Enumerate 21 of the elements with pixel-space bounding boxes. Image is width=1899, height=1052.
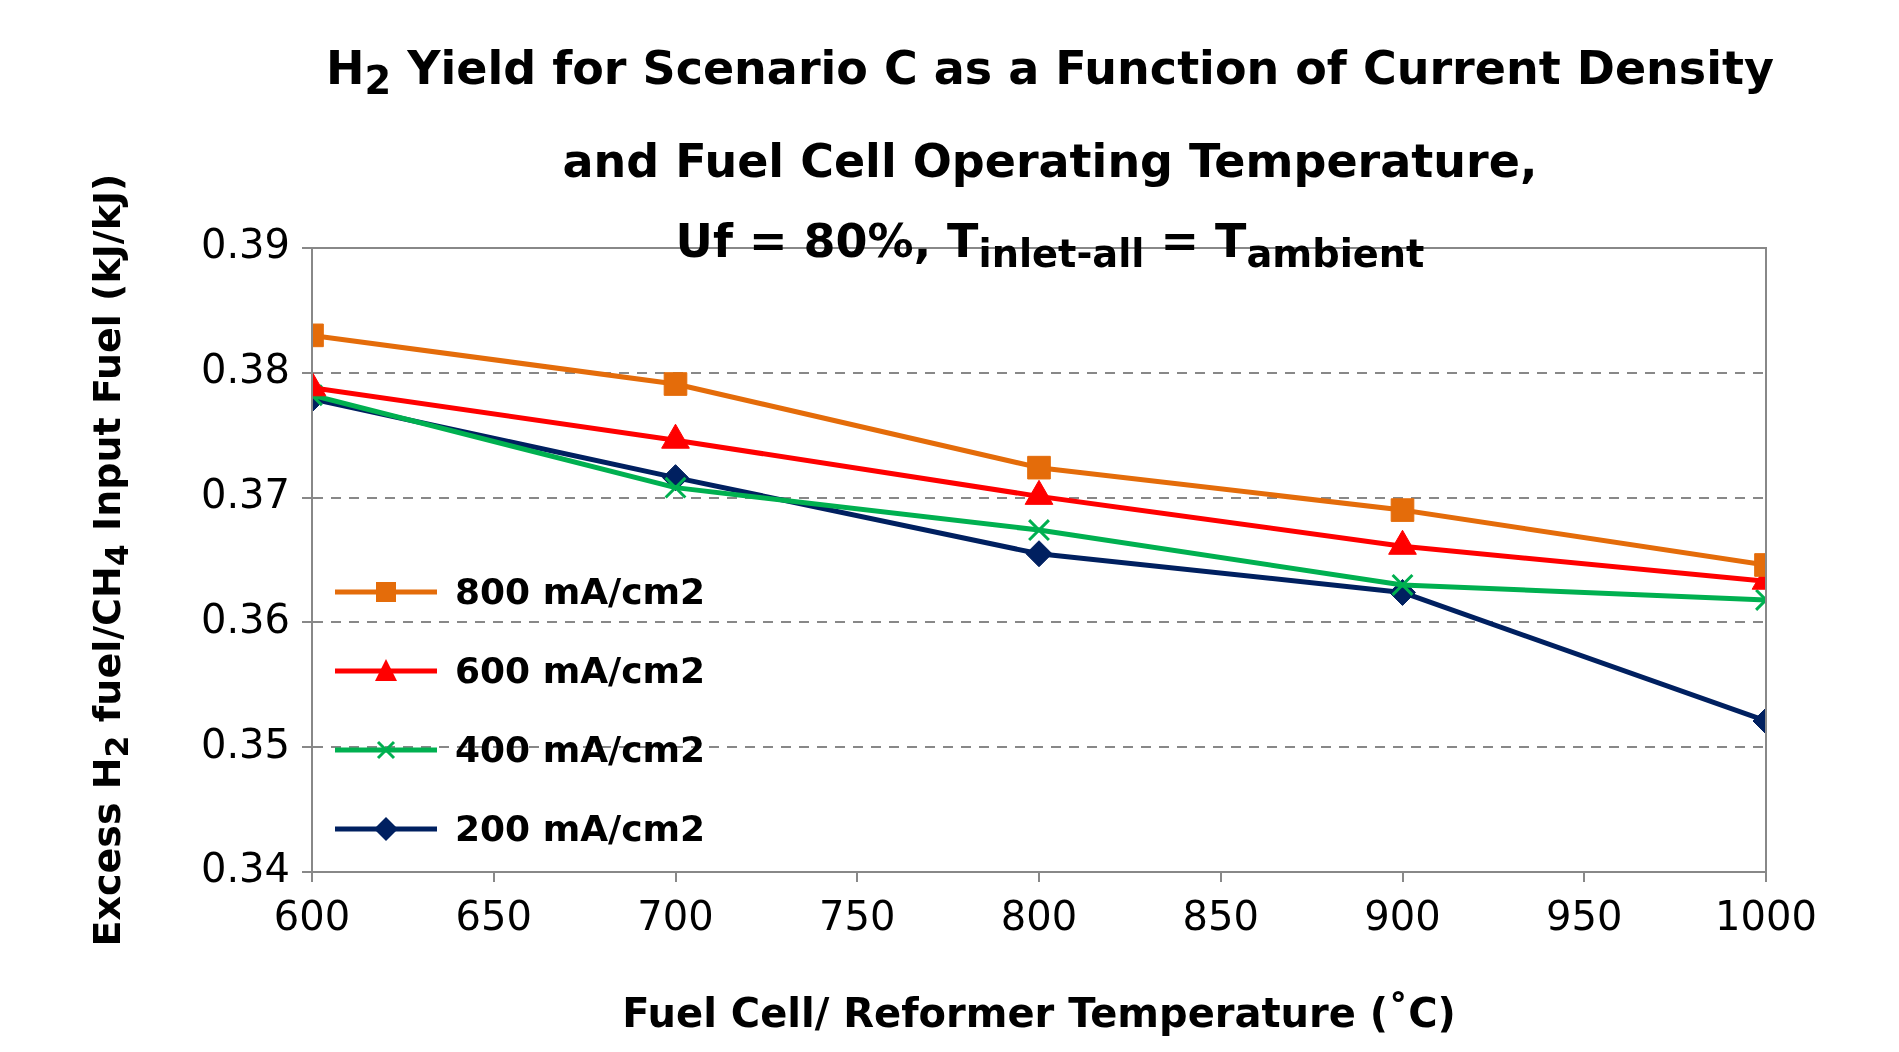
x-tick-label: 900	[1364, 893, 1441, 940]
x-tick-label: 950	[1546, 893, 1623, 940]
y-tick-label: 0.34	[200, 845, 290, 892]
x-axis-title: Fuel Cell/ Reformer Temperature (˚C)	[621, 990, 1457, 1036]
legend-label: 800 mA/cm2	[455, 571, 706, 612]
x-tick-label: 650	[455, 893, 532, 940]
y-tick-label: 0.37	[200, 470, 290, 517]
legend-label: 200 mA/cm2	[455, 808, 706, 849]
x-tick-label: 850	[1182, 893, 1259, 940]
y-tick-label: 0.39	[200, 221, 290, 268]
x-tick-label: 1000	[1715, 893, 1817, 940]
legend-label: 400 mA/cm2	[455, 729, 706, 770]
y-tick-label: 0.35	[200, 720, 290, 767]
x-tick-label: 800	[1000, 893, 1078, 940]
x-tick-label: 750	[819, 893, 896, 940]
x-tick-label: 600	[273, 893, 351, 940]
x-tick-label: 700	[637, 893, 714, 940]
y-tick-label: 0.36	[200, 595, 290, 642]
chart-title: H$_{2}$ Yield for Scenario C as a Function of Current Density and Fuel Cell Operating Temperature, Uf = 80%, T$_{inlet-all}$ = T$_{ambient}$	[326, 41, 1774, 277]
y-tick-label: 0.38	[200, 346, 290, 393]
legend-label: 600 mA/cm2	[455, 650, 706, 691]
